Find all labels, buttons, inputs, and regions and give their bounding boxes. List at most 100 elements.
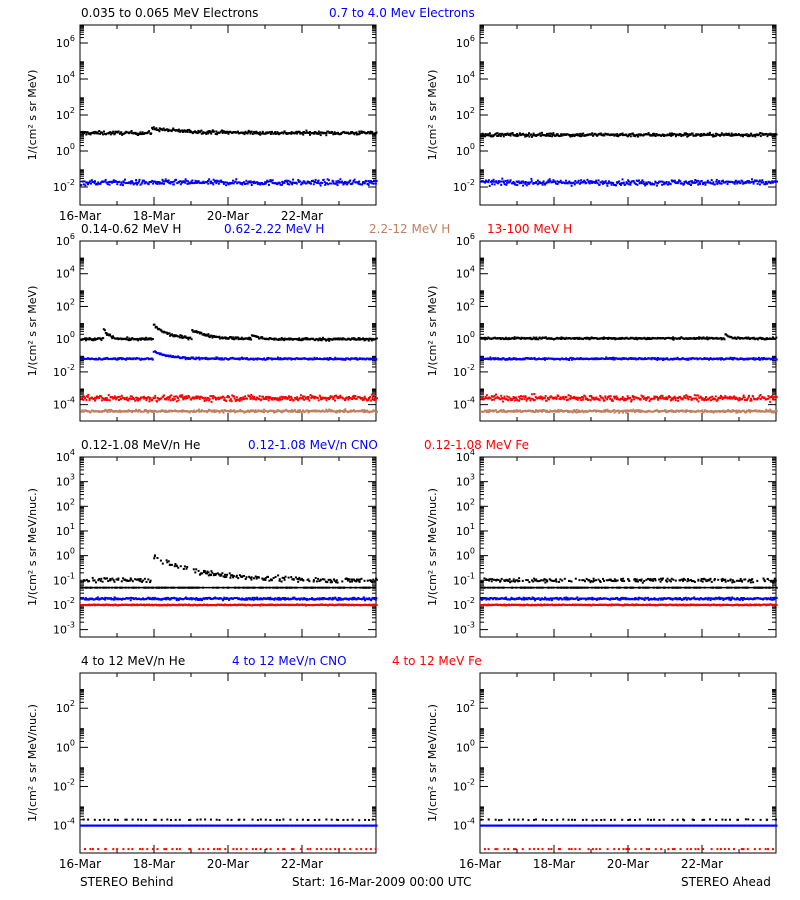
data-point [298, 339, 300, 341]
data-point [283, 181, 286, 184]
data-point [279, 132, 282, 135]
data-point [257, 182, 260, 185]
data-point [120, 131, 123, 134]
data-point [541, 183, 544, 186]
data-point [529, 181, 532, 184]
data-point [661, 394, 664, 397]
data-point [634, 183, 637, 185]
data-point [284, 397, 286, 400]
data-point [756, 358, 759, 360]
data-point [227, 183, 230, 186]
data-point [516, 133, 519, 135]
data-point [170, 130, 173, 133]
data-point [689, 411, 692, 413]
data-point [242, 132, 245, 135]
data-point [155, 127, 158, 130]
y-tick-label: 100 [456, 142, 475, 158]
data-point [537, 182, 540, 185]
data-point [668, 132, 671, 135]
data-point [531, 135, 533, 138]
data-point [184, 178, 187, 181]
y-tick-label: 104 [456, 265, 475, 281]
data-point [653, 397, 656, 400]
data-point [673, 179, 676, 182]
data-point [229, 410, 232, 413]
data-point [522, 410, 525, 412]
data-point [263, 408, 266, 411]
data-point [560, 409, 563, 412]
data-point [368, 132, 371, 135]
data-point [670, 398, 673, 401]
data-point [215, 409, 218, 412]
data-point [485, 411, 488, 413]
y-tick-label: 10-2 [53, 178, 75, 194]
data-point [296, 411, 299, 413]
data-point [219, 179, 222, 182]
data-point [85, 181, 88, 184]
data-point [248, 411, 251, 414]
data-point [211, 409, 214, 412]
data-point [95, 395, 98, 398]
data-point [195, 330, 198, 333]
data-point [278, 181, 281, 184]
data-point [530, 397, 533, 400]
data-point [700, 396, 703, 399]
data-point [502, 135, 505, 138]
data-point [657, 182, 660, 185]
data-point [550, 395, 553, 398]
data-point [136, 132, 139, 135]
data-point [616, 396, 619, 399]
data-point [520, 337, 523, 340]
data-point [747, 181, 750, 184]
data-point [234, 180, 237, 183]
data-point [488, 184, 491, 187]
data-point [656, 409, 659, 412]
data-point [556, 133, 559, 136]
data-point [276, 397, 279, 400]
data-point [525, 399, 528, 402]
data-point [235, 337, 238, 340]
data-point [194, 358, 197, 361]
data-point [507, 338, 510, 341]
data-point [96, 396, 99, 399]
data-point [517, 134, 520, 137]
data-point [151, 128, 154, 131]
data-point [257, 336, 260, 338]
data-point [233, 337, 236, 340]
data-point [305, 338, 308, 341]
data-point [194, 181, 197, 184]
data-point [210, 334, 213, 337]
data-point [253, 409, 256, 412]
data-point [569, 397, 572, 400]
data-point [481, 356, 484, 359]
data-point [87, 183, 89, 186]
data-point [261, 182, 264, 184]
data-point [368, 397, 371, 400]
data-point [143, 395, 145, 398]
data-point [351, 337, 354, 340]
data-point [91, 357, 94, 360]
data-point [509, 179, 512, 182]
data-point [327, 183, 330, 186]
data-point [505, 183, 508, 186]
data-point [530, 133, 533, 136]
data-point [80, 410, 83, 413]
data-point [695, 394, 698, 397]
data-point [353, 178, 356, 181]
data-point [482, 358, 485, 361]
data-point [686, 395, 689, 398]
data-point [229, 181, 232, 184]
data-point [508, 133, 511, 136]
data-point [694, 410, 697, 413]
data-point [716, 133, 719, 136]
data-point [100, 395, 103, 398]
data-point [651, 397, 654, 400]
data-point [168, 410, 171, 413]
data-point [224, 181, 227, 184]
data-point [484, 133, 487, 135]
data-point [146, 397, 149, 400]
y-tick-label: 106 [456, 232, 475, 248]
data-point [367, 180, 370, 183]
data-point [139, 358, 142, 361]
data-point [164, 409, 167, 412]
